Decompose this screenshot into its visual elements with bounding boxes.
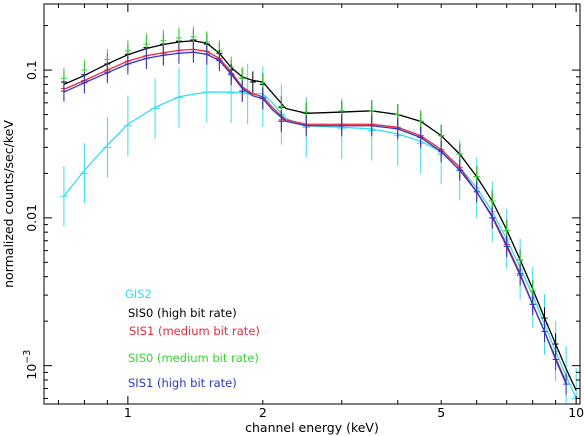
x-tick-label: 1 bbox=[124, 405, 132, 420]
series-0 bbox=[60, 62, 580, 429]
legend: GIS2 SIS0 (high bit rate) SIS1 (medium bit… bbox=[125, 287, 260, 390]
y-tick-label: 10−3 bbox=[22, 350, 39, 380]
plot-area bbox=[60, 26, 580, 428]
legend-entry-4: SIS1 (high bit rate) bbox=[128, 376, 237, 390]
plot-frame bbox=[44, 4, 580, 404]
legend-entry-0: GIS2 bbox=[125, 287, 152, 301]
x-tick-label: 5 bbox=[437, 405, 445, 420]
x-tick-label: 10 bbox=[568, 405, 584, 420]
legend-entry-3: SIS0 (medium bit rate) bbox=[128, 351, 259, 365]
x-tick-label: 2 bbox=[259, 405, 267, 420]
y-axis-label: normalized counts/sec/keV bbox=[1, 120, 16, 288]
legend-entry-1: SIS0 (high bit rate) bbox=[128, 306, 237, 320]
y-tick-label: 0.1 bbox=[24, 60, 39, 80]
x-axis-label: channel energy (keV) bbox=[245, 420, 379, 435]
series-3 bbox=[61, 26, 536, 301]
legend-entry-2: SIS1 (medium bit rate) bbox=[129, 324, 260, 338]
axis-ticks: 1 2 5 10 10−3 0.01 0.1 bbox=[22, 4, 584, 420]
y-tick-label: 0.01 bbox=[24, 204, 39, 232]
data-layer bbox=[60, 26, 580, 428]
series-4 bbox=[61, 42, 569, 395]
